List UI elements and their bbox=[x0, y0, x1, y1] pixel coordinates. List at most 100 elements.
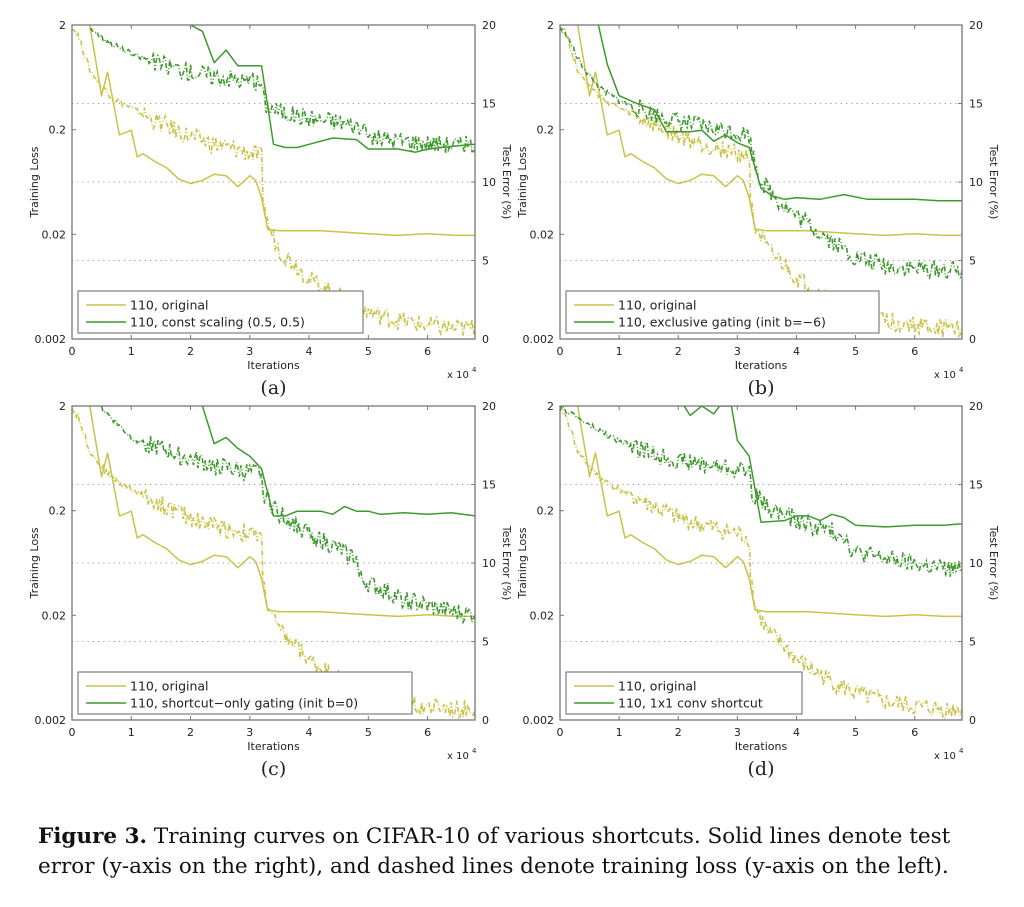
subplot-a: 0 1 2 3 4 5 6 0.002 0.02 0.2 2 0 5 10 15 20 Iterations x … bbox=[0, 0, 513, 404]
y-left-tick-label: 0.002 bbox=[35, 714, 67, 727]
x-tick-label: 0 bbox=[557, 345, 564, 358]
x-tick-label: 6 bbox=[911, 726, 918, 739]
x-tick-label: 6 bbox=[424, 726, 431, 739]
x-tick-label: 0 bbox=[557, 726, 564, 739]
test-error-line-variant bbox=[597, 25, 962, 202]
y-left-tick-label: 0.2 bbox=[537, 124, 555, 137]
x-tick-label: 5 bbox=[852, 345, 859, 358]
subplot-b: 0 1 2 3 4 5 6 0.002 0.02 0.2 2 0 5 10 15 20 Iterations x … bbox=[488, 0, 1024, 404]
test-error-line-variant bbox=[201, 406, 475, 517]
y-left-tick-label: 0.2 bbox=[537, 505, 555, 518]
caption-text: Training curves on CIFAR-10 of various s… bbox=[38, 824, 951, 879]
y-right-tick-label: 20 bbox=[969, 19, 983, 32]
legend-entry: 110, const scaling (0.5, 0.5) bbox=[130, 315, 305, 330]
y-left-axis-label: Training Loss bbox=[28, 527, 41, 599]
training-loss-line-original bbox=[560, 406, 962, 720]
plot-area bbox=[72, 406, 475, 719]
y-right-tick-label: 20 bbox=[482, 19, 496, 32]
y-left-tick-label: 2 bbox=[59, 400, 66, 413]
y-left-axis-label: Training Loss bbox=[516, 527, 529, 599]
y-right-tick-label: 10 bbox=[969, 176, 983, 189]
y-right-tick-label: 0 bbox=[969, 333, 976, 346]
x-tick-label: 5 bbox=[365, 726, 372, 739]
y-right-tick-label: 5 bbox=[482, 255, 489, 268]
x-tick-label: 1 bbox=[616, 345, 623, 358]
panel-label: (b) bbox=[748, 377, 775, 399]
training-loss-line-original bbox=[72, 28, 475, 337]
y-left-tick-label: 0.002 bbox=[523, 333, 555, 346]
x-tick-label: 4 bbox=[306, 726, 313, 739]
legend: 110, original 110, shortcut−only gating (… bbox=[77, 671, 413, 715]
x-multiplier-exponent: 4 bbox=[472, 747, 477, 755]
x-axis-label: Iterations bbox=[247, 740, 300, 753]
plot-area bbox=[560, 25, 962, 339]
y-right-tick-label: 15 bbox=[969, 479, 983, 492]
x-tick-label: 4 bbox=[793, 726, 800, 739]
legend-box bbox=[77, 290, 364, 334]
x-multiplier-exponent: 4 bbox=[472, 366, 477, 374]
y-right-tick-label: 10 bbox=[482, 176, 496, 189]
test-error-line-variant bbox=[190, 25, 475, 153]
panel-label: (a) bbox=[260, 377, 286, 399]
training-loss-line-variant bbox=[560, 406, 962, 578]
x-tick-label: 0 bbox=[69, 345, 76, 358]
y-left-tick-label: 0.02 bbox=[42, 228, 67, 241]
x-tick-label: 3 bbox=[734, 726, 741, 739]
legend-entry: 110, exclusive gating (init b=−6) bbox=[618, 315, 826, 330]
y-left-tick-label: 0.02 bbox=[42, 609, 67, 622]
legend: 110, original 110, const scaling (0.5, 0.… bbox=[77, 290, 364, 334]
test-error-line-original bbox=[89, 406, 475, 618]
training-loss-line-variant bbox=[560, 26, 962, 280]
test-error-line-original bbox=[576, 406, 962, 618]
chart-a: 0 1 2 3 4 5 60.0020.020.2205101520Iterationsx … bbox=[28, 19, 513, 399]
y-right-axis-label: Test Error (%) bbox=[987, 525, 1000, 601]
chart-d: 0 1 2 3 4 5 60.0020.020.2205101520Iterationsx … bbox=[516, 400, 1000, 780]
x-multiplier-label: x 10 bbox=[447, 370, 469, 381]
legend-entry: 110, original bbox=[130, 679, 209, 694]
legend-entry: 110, shortcut−only gating (init b=0) bbox=[130, 696, 358, 711]
legend-box bbox=[565, 290, 880, 334]
x-tick-label: 5 bbox=[365, 345, 372, 358]
panel-label: (d) bbox=[748, 758, 775, 780]
legend-entry: 110, original bbox=[618, 298, 697, 313]
x-axis-label: Iterations bbox=[735, 359, 788, 372]
y-left-axis-label: Training Loss bbox=[516, 146, 529, 218]
y-right-tick-label: 20 bbox=[482, 400, 496, 413]
caption-label: Figure 3. bbox=[38, 824, 148, 849]
legend-box bbox=[77, 671, 413, 715]
subplot-c: 0 1 2 3 4 5 6 0.002 0.02 0.2 2 0 5 10 15 20 Iterations x … bbox=[0, 381, 513, 785]
test-error-line-variant bbox=[683, 406, 962, 528]
x-tick-label: 0 bbox=[69, 726, 76, 739]
x-tick-label: 3 bbox=[246, 726, 253, 739]
x-tick-label: 6 bbox=[424, 345, 431, 358]
x-tick-label: 2 bbox=[187, 726, 194, 739]
x-multiplier-exponent: 4 bbox=[959, 366, 964, 374]
x-tick-label: 3 bbox=[246, 345, 253, 358]
x-axis-label: Iterations bbox=[735, 740, 788, 753]
y-right-axis-label: Test Error (%) bbox=[500, 144, 512, 220]
y-right-axis-label: Test Error (%) bbox=[987, 144, 1000, 220]
x-tick-label: 2 bbox=[675, 726, 682, 739]
chart-c: 0 1 2 3 4 5 60.0020.020.2205101520Iterationsx … bbox=[28, 400, 513, 780]
y-left-tick-label: 0.2 bbox=[49, 505, 67, 518]
x-multiplier-label: x 10 bbox=[934, 370, 956, 381]
legend: 110, original 110, 1x1 conv shortcut bbox=[565, 671, 803, 715]
y-left-tick-label: 0.02 bbox=[530, 609, 555, 622]
plot-area bbox=[72, 25, 475, 337]
test-error-line-original bbox=[89, 25, 475, 237]
y-right-tick-label: 20 bbox=[969, 400, 983, 413]
chart-b: 0 1 2 3 4 5 60.0020.020.2205101520Iterationsx … bbox=[516, 19, 1000, 399]
legend-entry: 110, original bbox=[130, 298, 209, 313]
training-loss-line-variant bbox=[89, 27, 475, 154]
training-loss-line-original bbox=[560, 28, 962, 339]
y-right-tick-label: 15 bbox=[482, 98, 496, 111]
x-tick-label: 4 bbox=[306, 345, 313, 358]
y-right-tick-label: 5 bbox=[969, 255, 976, 268]
x-tick-label: 4 bbox=[793, 345, 800, 358]
y-left-axis-label: Training Loss bbox=[28, 146, 41, 218]
x-tick-label: 5 bbox=[852, 726, 859, 739]
x-tick-label: 2 bbox=[675, 345, 682, 358]
y-right-tick-label: 0 bbox=[969, 714, 976, 727]
y-left-tick-label: 2 bbox=[547, 400, 554, 413]
figure-caption: Figure 3. Training curves on CIFAR-10 of… bbox=[38, 822, 998, 882]
